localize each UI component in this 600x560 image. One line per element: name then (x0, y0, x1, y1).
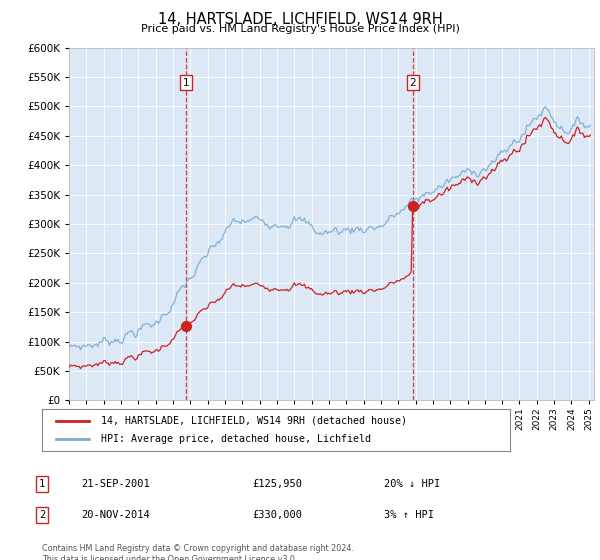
Text: 2: 2 (409, 78, 416, 88)
Text: £125,950: £125,950 (252, 479, 302, 489)
Text: 2: 2 (39, 510, 45, 520)
Text: Price paid vs. HM Land Registry's House Price Index (HPI): Price paid vs. HM Land Registry's House … (140, 24, 460, 34)
Text: Contains HM Land Registry data © Crown copyright and database right 2024.
This d: Contains HM Land Registry data © Crown c… (42, 544, 354, 560)
Text: HPI: Average price, detached house, Lichfield: HPI: Average price, detached house, Lich… (101, 434, 371, 444)
Text: 21-SEP-2001: 21-SEP-2001 (81, 479, 150, 489)
Text: 14, HARTSLADE, LICHFIELD, WS14 9RH: 14, HARTSLADE, LICHFIELD, WS14 9RH (158, 12, 442, 27)
Text: 1: 1 (182, 78, 189, 88)
Text: 14, HARTSLADE, LICHFIELD, WS14 9RH (detached house): 14, HARTSLADE, LICHFIELD, WS14 9RH (deta… (101, 416, 407, 426)
Point (181, 322, 191, 331)
Point (408, 202, 418, 211)
Text: £330,000: £330,000 (252, 510, 302, 520)
Text: 20-NOV-2014: 20-NOV-2014 (81, 510, 150, 520)
Text: 3% ↑ HPI: 3% ↑ HPI (384, 510, 434, 520)
Text: 1: 1 (39, 479, 45, 489)
Text: 20% ↓ HPI: 20% ↓ HPI (384, 479, 440, 489)
